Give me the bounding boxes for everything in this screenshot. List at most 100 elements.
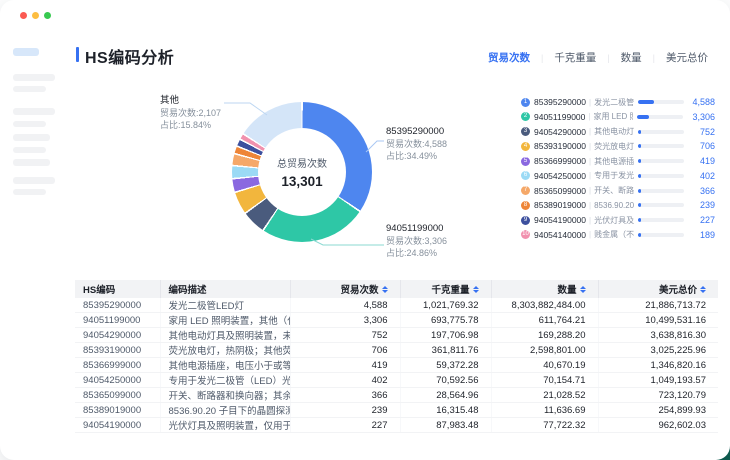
legend-row[interactable]: 4 85393190000 | 荧光放电灯... 706 bbox=[521, 141, 715, 151]
table-row[interactable]: 85395290000 发光二极管LED灯 4,588 1,021,769.32… bbox=[75, 298, 718, 313]
legend-row[interactable]: 2 94051199000 | 家用 LED 照... 3,306 bbox=[521, 112, 715, 122]
sidebar-item[interactable] bbox=[13, 108, 55, 115]
table-row[interactable]: 85366999000 其他电源插座，电压小于或等于 1000 伏；... 41… bbox=[75, 357, 718, 373]
legend-code: 85393190000 bbox=[534, 141, 587, 152]
legend-progress-bar bbox=[638, 173, 685, 178]
legend-separator: | bbox=[589, 215, 592, 225]
annotation-title: 85395290000 bbox=[386, 126, 445, 137]
sidebar-item[interactable] bbox=[13, 74, 55, 81]
cell-kg-weight: 28,564.96 bbox=[400, 387, 492, 403]
cell-code: 94054190000 bbox=[75, 417, 161, 433]
cell-trade-count: 3,306 bbox=[290, 312, 401, 328]
window-controls bbox=[20, 12, 51, 19]
cell-quantity: 70,154.71 bbox=[491, 372, 599, 388]
legend-value: 4,588 bbox=[692, 97, 715, 107]
col-header-quantity[interactable]: 数量 bbox=[491, 280, 599, 298]
legend-code: 85366999000 bbox=[534, 156, 587, 167]
legend-code: 94054290000 bbox=[534, 126, 587, 137]
table-row[interactable]: 94054250000 专用于发光二极管（LED）光源的灯具及... 402 7… bbox=[75, 372, 718, 388]
cell-usd-total: 723,120.79 bbox=[598, 387, 718, 403]
legend-row[interactable]: 9 94054190000 | 光伏灯具及... 227 bbox=[521, 215, 715, 225]
rank-badge: 10 bbox=[521, 230, 530, 240]
col-header-usd-total[interactable]: 美元总价 bbox=[598, 280, 718, 298]
close-window-icon[interactable] bbox=[20, 12, 27, 19]
cell-desc: 专用于发光二极管（LED）光源的灯具及... bbox=[160, 372, 291, 388]
cell-trade-count: 4,588 bbox=[290, 298, 401, 313]
legend-value: 227 bbox=[699, 215, 715, 226]
legend-separator: | bbox=[588, 112, 591, 122]
legend-desc: 其他电动灯... bbox=[594, 127, 635, 137]
legend-separator: | bbox=[589, 127, 592, 137]
cell-kg-weight: 361,811.76 bbox=[400, 342, 492, 358]
cell-usd-total: 1,346,820.16 bbox=[598, 357, 718, 373]
col-header-desc: 编码描述 bbox=[160, 280, 291, 298]
ranking-legend: 1 85395290000 | 发光二极管... 4,588 2 9405119… bbox=[521, 97, 715, 240]
legend-value: 706 bbox=[699, 141, 715, 152]
legend-value: 189 bbox=[699, 229, 715, 240]
sidebar-item-active[interactable] bbox=[13, 48, 39, 56]
col-header-trade-count[interactable]: 贸易次数 bbox=[290, 280, 401, 298]
tab-kg-weight[interactable]: 千克重量 bbox=[554, 52, 597, 64]
sidebar-item[interactable] bbox=[13, 189, 46, 195]
maximize-window-icon[interactable] bbox=[44, 12, 51, 19]
legend-progress-bar bbox=[638, 218, 685, 223]
legend-row[interactable]: 3 94054290000 | 其他电动灯... 752 bbox=[521, 127, 715, 137]
legend-value: 366 bbox=[699, 185, 715, 196]
cell-quantity: 40,670.19 bbox=[491, 357, 599, 373]
col-header-kg-weight[interactable]: 千克重量 bbox=[400, 280, 492, 298]
cell-desc: 其他电动灯具及照明装置，未列明，设计... bbox=[160, 327, 291, 343]
legend-code: 85365099000 bbox=[534, 185, 587, 196]
cell-usd-total: 1,049,193.57 bbox=[598, 372, 718, 388]
tab-separator: | bbox=[607, 52, 610, 63]
legend-row[interactable]: 1 85395290000 | 发光二极管... 4,588 bbox=[521, 97, 715, 107]
legend-row[interactable]: 8 85389019000 | 8536.90.20 ... 239 bbox=[521, 200, 715, 210]
hs-code-table: HS编码 编码描述 贸易次数 千克重量 数量 美元总价 85395290000 … bbox=[75, 280, 718, 433]
sort-icon[interactable] bbox=[700, 285, 706, 293]
cell-usd-total: 21,886,713.72 bbox=[598, 298, 718, 313]
legend-value: 3,306 bbox=[692, 111, 715, 122]
table-row[interactable]: 85365099000 开关、断路器和换向器；其余。 366 28,564.96… bbox=[75, 387, 718, 403]
table-row[interactable]: 85393190000 荧光放电灯，热阴极；其他荧光，热阴极 706 361,8… bbox=[75, 342, 718, 358]
sidebar-item[interactable] bbox=[13, 147, 46, 153]
legend-desc: 贱金属（不... bbox=[594, 230, 635, 240]
table-row[interactable]: 85389019000 8536.90.20 子目下的晶圆探测器零件，其... … bbox=[75, 402, 718, 418]
tab-trade-count[interactable]: 贸易次数 bbox=[487, 52, 530, 64]
legend-code: 94051199000 bbox=[534, 111, 586, 122]
table-row[interactable]: 94051199000 家用 LED 照明装置，其他（代码：9405.1... … bbox=[75, 312, 718, 328]
sidebar-item[interactable] bbox=[13, 134, 50, 141]
cell-kg-weight: 59,372.28 bbox=[400, 357, 492, 373]
legend-progress-bar bbox=[638, 188, 685, 193]
sort-icon[interactable] bbox=[472, 285, 479, 293]
table-row[interactable]: 94054190000 光伏灯具及照明装置，仅用于发光二极管... 227 87… bbox=[75, 417, 718, 433]
donut-center-label: 总贸易次数 13,301 bbox=[232, 155, 372, 189]
sidebar-item[interactable] bbox=[13, 121, 46, 127]
cell-trade-count: 366 bbox=[290, 387, 401, 403]
legend-row[interactable]: 6 94054250000 | 专用于发光... 402 bbox=[521, 171, 715, 181]
legend-row[interactable]: 5 85366999000 | 其他电源插... 419 bbox=[521, 156, 715, 166]
sort-icon[interactable] bbox=[381, 285, 388, 293]
legend-value: 402 bbox=[699, 170, 715, 181]
sidebar-item[interactable] bbox=[13, 177, 55, 184]
legend-progress-bar bbox=[638, 129, 685, 134]
annotation-count: 贸易次数:4,588 bbox=[386, 139, 448, 149]
annotation-share: 占比:15.84% bbox=[160, 120, 212, 130]
rank-badge: 1 bbox=[521, 97, 530, 107]
legend-value: 752 bbox=[699, 126, 715, 137]
sidebar-item[interactable] bbox=[13, 159, 50, 166]
sidebar-item[interactable] bbox=[13, 86, 46, 92]
legend-separator: | bbox=[589, 186, 592, 196]
minimize-window-icon[interactable] bbox=[32, 12, 39, 19]
cell-trade-count: 752 bbox=[290, 327, 401, 343]
sort-icon[interactable] bbox=[579, 285, 586, 293]
tab-quantity[interactable]: 数量 bbox=[620, 52, 642, 64]
cell-code: 94051199000 bbox=[75, 312, 161, 328]
legend-row[interactable]: 7 85365099000 | 开关、断路... 366 bbox=[521, 186, 715, 196]
table-row[interactable]: 94054290000 其他电动灯具及照明装置，未列明，设计... 752 19… bbox=[75, 327, 718, 343]
donut-chart[interactable] bbox=[232, 102, 372, 242]
legend-row[interactable]: 10 94054140000 | 贱金属（不... 189 bbox=[521, 230, 715, 240]
tab-usd-total[interactable]: 美元总价 bbox=[666, 52, 708, 64]
legend-value: 239 bbox=[699, 200, 715, 211]
legend-progress-bar bbox=[638, 159, 685, 164]
cell-desc: 发光二极管LED灯 bbox=[160, 298, 291, 313]
